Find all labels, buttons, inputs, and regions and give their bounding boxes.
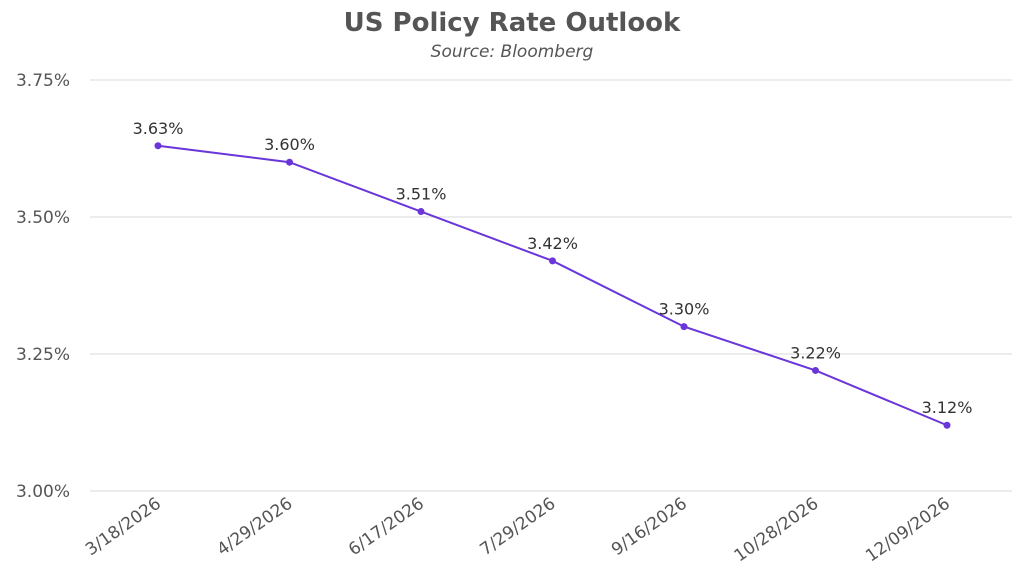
y-tick-label: 3.50% bbox=[16, 208, 70, 228]
y-tick-label: 3.00% bbox=[16, 482, 70, 502]
x-tick-label: 4/29/2026 bbox=[213, 494, 296, 560]
series-line bbox=[157, 144, 948, 427]
chart-subtitle: Source: Bloomberg bbox=[430, 42, 594, 62]
x-tick-label: 6/17/2026 bbox=[345, 494, 428, 560]
chart-title: US Policy Rate Outlook bbox=[343, 8, 681, 38]
x-tick-label: 3/18/2026 bbox=[82, 494, 165, 560]
data-point bbox=[943, 421, 951, 429]
data-label: 3.51% bbox=[396, 185, 447, 204]
x-tick-label: 10/28/2026 bbox=[731, 494, 823, 567]
x-tick-label: 9/16/2026 bbox=[608, 494, 691, 560]
y-tick-label: 3.25% bbox=[16, 345, 70, 365]
y-tick-label: 3.75% bbox=[16, 71, 70, 91]
data-point bbox=[417, 208, 425, 216]
data-point bbox=[549, 257, 556, 265]
data-label: 3.63% bbox=[133, 119, 184, 138]
data-point bbox=[154, 142, 162, 150]
x-tick-label: 12/09/2026 bbox=[862, 494, 954, 567]
data-label: 3.22% bbox=[790, 343, 841, 362]
data-point bbox=[680, 323, 688, 331]
data-point bbox=[286, 158, 293, 166]
x-tick-label: 7/29/2026 bbox=[476, 494, 559, 560]
data-label: 3.30% bbox=[659, 300, 710, 319]
data-label: 3.12% bbox=[922, 398, 973, 417]
data-label: 3.60% bbox=[264, 135, 315, 154]
data-label: 3.42% bbox=[527, 234, 578, 253]
data-point bbox=[812, 366, 819, 374]
